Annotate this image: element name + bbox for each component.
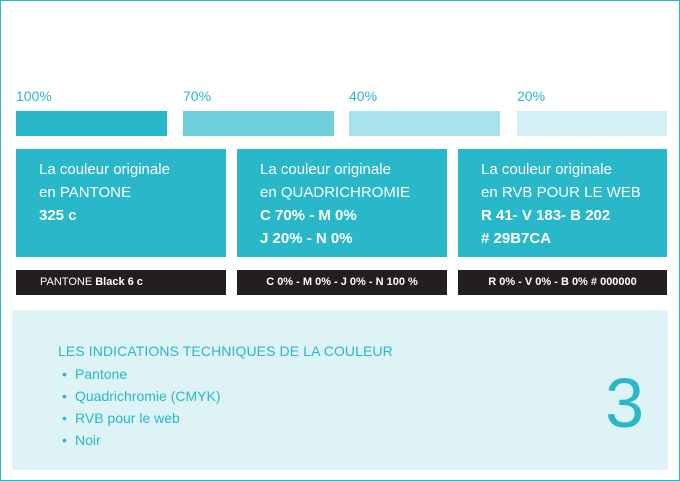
- bullet-icon: •: [62, 366, 67, 382]
- list-item: • Pantone: [62, 363, 220, 385]
- tint-label-40: 40%: [349, 88, 378, 104]
- card-pantone-value: 325 c: [39, 207, 77, 224]
- list-item-label: Pantone: [75, 366, 128, 382]
- card-quadri-value2: J 20% - N 0%: [260, 230, 353, 247]
- panel-title: LES INDICATIONS TECHNIQUES DE LA COULEUR: [58, 343, 393, 359]
- list-item: • Quadrichromie (CMYK): [62, 385, 220, 407]
- list-item: • RVB pour le web: [62, 407, 220, 429]
- tint-swatch-20: [517, 111, 667, 136]
- black-bar-pantone: PANTONE Black 6 c: [16, 270, 226, 295]
- card-rvb-value1: R 41- V 183- B 202: [481, 207, 611, 224]
- bullet-icon: •: [62, 388, 67, 404]
- page-number: 3: [605, 364, 644, 442]
- tint-swatch-100: [16, 111, 167, 136]
- card-rvb-value2: # 29B7CA: [481, 230, 552, 247]
- list-item-label: RVB pour le web: [75, 410, 180, 426]
- tint-label-20: 20%: [517, 88, 546, 104]
- black-bar-quadri: C 0% - M 0% - J 0% - N 100 %: [237, 270, 447, 295]
- card-pantone-line1: La couleur originale: [39, 161, 170, 178]
- card-quadri-line1: La couleur originale: [260, 161, 391, 178]
- black-bar-rvb: R 0% - V 0% - B 0% # 000000: [458, 270, 667, 295]
- card-quadrichromie: La couleur originale en QUADRICHROMIE C …: [237, 149, 447, 257]
- black-bar-quadri-value: C 0% - M 0% - J 0% - N 100 %: [266, 276, 418, 288]
- card-rvb: La couleur originale en RVB POUR LE WEB …: [458, 149, 667, 257]
- card-rvb-line1: La couleur originale: [481, 161, 612, 178]
- list-item-label: Noir: [75, 432, 101, 448]
- tint-label-100: 100%: [16, 88, 52, 104]
- card-quadri-line2: en QUADRICHROMIE: [260, 184, 411, 201]
- tint-label-70: 70%: [183, 88, 212, 104]
- card-quadri-value1: C 70% - M 0%: [260, 207, 357, 224]
- black-bar-rvb-value: R 0% - V 0% - B 0% # 000000: [488, 276, 637, 288]
- panel-list: • Pantone • Quadrichromie (CMYK) • RVB pour…: [62, 363, 220, 451]
- black-bar-pantone-prefix: PANTONE: [40, 276, 96, 288]
- bullet-icon: •: [62, 432, 67, 448]
- list-item: • Noir: [62, 429, 220, 451]
- technical-panel: LES INDICATIONS TECHNIQUES DE LA COULEUR…: [12, 310, 668, 470]
- bullet-icon: •: [62, 410, 67, 426]
- tint-swatch-70: [183, 111, 334, 136]
- black-bar-pantone-value: Black 6 c: [95, 276, 143, 288]
- tint-swatch-40: [349, 111, 500, 136]
- card-pantone-line2: en PANTONE: [39, 184, 131, 201]
- card-pantone: La couleur originale en PANTONE 325 c: [16, 149, 226, 257]
- card-rvb-line2: en RVB POUR LE WEB: [481, 184, 641, 201]
- list-item-label: Quadrichromie (CMYK): [75, 388, 221, 404]
